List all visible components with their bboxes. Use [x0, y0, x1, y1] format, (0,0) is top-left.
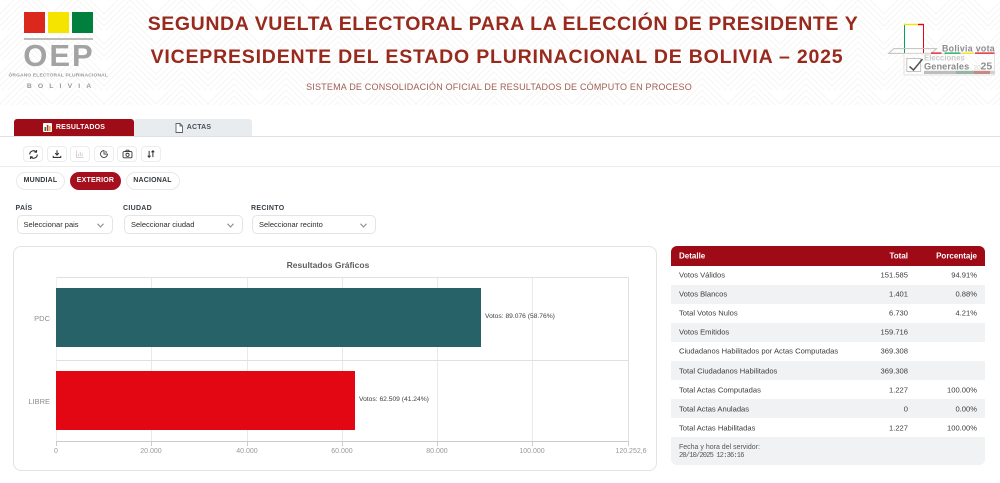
svg-text:Generales: Generales: [924, 61, 969, 71]
svg-text:20: 20: [974, 64, 982, 71]
svg-text:Elecciones: Elecciones: [924, 54, 965, 63]
svg-text:25: 25: [981, 61, 993, 73]
svg-text:Bolivia vota: Bolivia vota: [942, 44, 995, 54]
